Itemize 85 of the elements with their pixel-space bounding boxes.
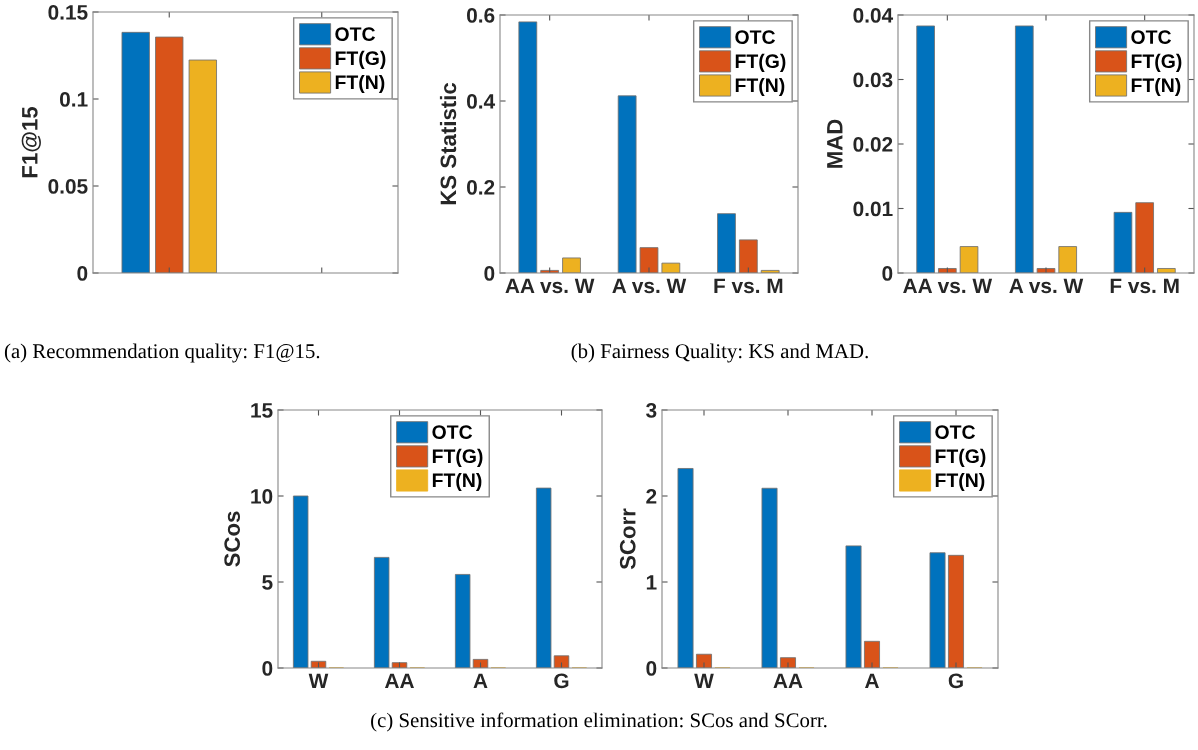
legend-label: OTC — [735, 30, 776, 44]
text: (a) Recommendation quality: F1@15. — [4, 343, 320, 363]
x-tick-label: G — [554, 673, 569, 689]
legend-label: OTC — [432, 425, 473, 439]
bar — [188, 59, 217, 273]
bar — [916, 25, 935, 273]
x-tick-label: F vs. M — [1110, 278, 1179, 294]
bar — [761, 487, 778, 668]
y-tick-label: 15 — [251, 403, 273, 418]
x-tick-label: AA — [773, 673, 803, 688]
text: (c) Sensitive information elimination: SCos and SCorr. — [371, 712, 827, 732]
x-tick-label: AA — [384, 673, 414, 688]
bar — [1135, 202, 1154, 273]
y-tick-label: 0 — [262, 661, 273, 676]
bar — [959, 246, 979, 273]
bar — [639, 247, 659, 273]
y-tick-label: 0.2 — [467, 180, 495, 195]
legend-label: OTC — [1131, 30, 1172, 44]
y-tick-label: 1 — [646, 575, 657, 590]
bar — [518, 21, 538, 273]
bar — [1113, 211, 1133, 273]
bar — [929, 552, 946, 668]
y-tick-label: 3 — [646, 403, 657, 418]
y-tick-label: 0.01 — [853, 201, 893, 217]
x-tick-label: A vs. W — [612, 278, 687, 294]
bar — [738, 239, 758, 273]
y-axis-title: MAD — [827, 119, 843, 168]
bar — [292, 495, 309, 668]
x-tick-label: A — [473, 673, 488, 688]
y-tick-label: 5 — [262, 575, 273, 590]
y-axis-title: SCorr — [619, 508, 636, 570]
y-tick-label: 2 — [646, 489, 657, 504]
bar — [155, 36, 184, 273]
y-tick-label: 0.4 — [467, 94, 496, 109]
x-tick-label: W — [694, 673, 714, 688]
y-axis-title: KS Statistic — [439, 82, 457, 205]
x-tick-label: G — [948, 673, 963, 689]
legend-label: FT(N) — [935, 472, 985, 492]
x-tick-label: F vs. M — [714, 278, 783, 294]
legend-label: FT(G) — [1131, 53, 1182, 72]
y-tick-label: 0.05 — [48, 179, 88, 194]
bar — [553, 655, 570, 668]
bar — [845, 545, 862, 668]
legend-label: FT(G) — [335, 50, 386, 69]
text: (b) Fairness Quality: KS and MAD. — [571, 343, 868, 363]
y-tick-label: 0.02 — [853, 137, 893, 152]
bar — [948, 554, 964, 668]
x-tick-label: A vs. W — [1009, 278, 1084, 294]
bar — [1014, 25, 1034, 273]
bar — [373, 556, 390, 668]
legend-label: FT(N) — [335, 74, 385, 94]
legend-label: FT(G) — [432, 448, 483, 467]
legend-label: FT(N) — [735, 77, 785, 97]
x-tick-label: AA vs. W — [903, 278, 993, 294]
y-tick-label: 0.15 — [48, 5, 88, 20]
legend-label: FT(N) — [1131, 77, 1181, 97]
x-tick-label: AA vs. W — [505, 278, 595, 294]
y-tick-label: 0.04 — [853, 8, 894, 23]
bar — [617, 95, 637, 273]
bar — [121, 31, 150, 273]
bar — [562, 257, 581, 273]
y-tick-label: 0 — [882, 266, 893, 281]
y-tick-label: 0 — [646, 661, 657, 676]
bar — [535, 487, 552, 668]
y-tick-label: 10 — [251, 489, 273, 504]
legend-label: OTC — [335, 27, 376, 41]
legend-label: FT(G) — [935, 448, 986, 467]
y-tick-label: 0.6 — [467, 8, 495, 23]
y-tick-label: 0 — [77, 266, 88, 281]
bar — [454, 574, 471, 668]
y-tick-label: 0 — [484, 266, 495, 281]
bar — [677, 468, 694, 668]
legend-label: OTC — [935, 425, 976, 439]
x-tick-label: W — [308, 673, 329, 688]
legend-label: FT(G) — [735, 53, 786, 72]
y-axis-title: F1@15 — [21, 106, 41, 178]
y-tick-label: 0.1 — [60, 92, 88, 107]
y-tick-label: 0.03 — [853, 72, 893, 88]
bar — [661, 262, 681, 273]
x-tick-label: A — [864, 673, 879, 688]
bar — [717, 213, 736, 273]
bar — [1058, 246, 1078, 273]
legend-label: FT(N) — [432, 472, 482, 492]
bar — [864, 640, 880, 668]
y-axis-title: SCos — [224, 511, 241, 567]
